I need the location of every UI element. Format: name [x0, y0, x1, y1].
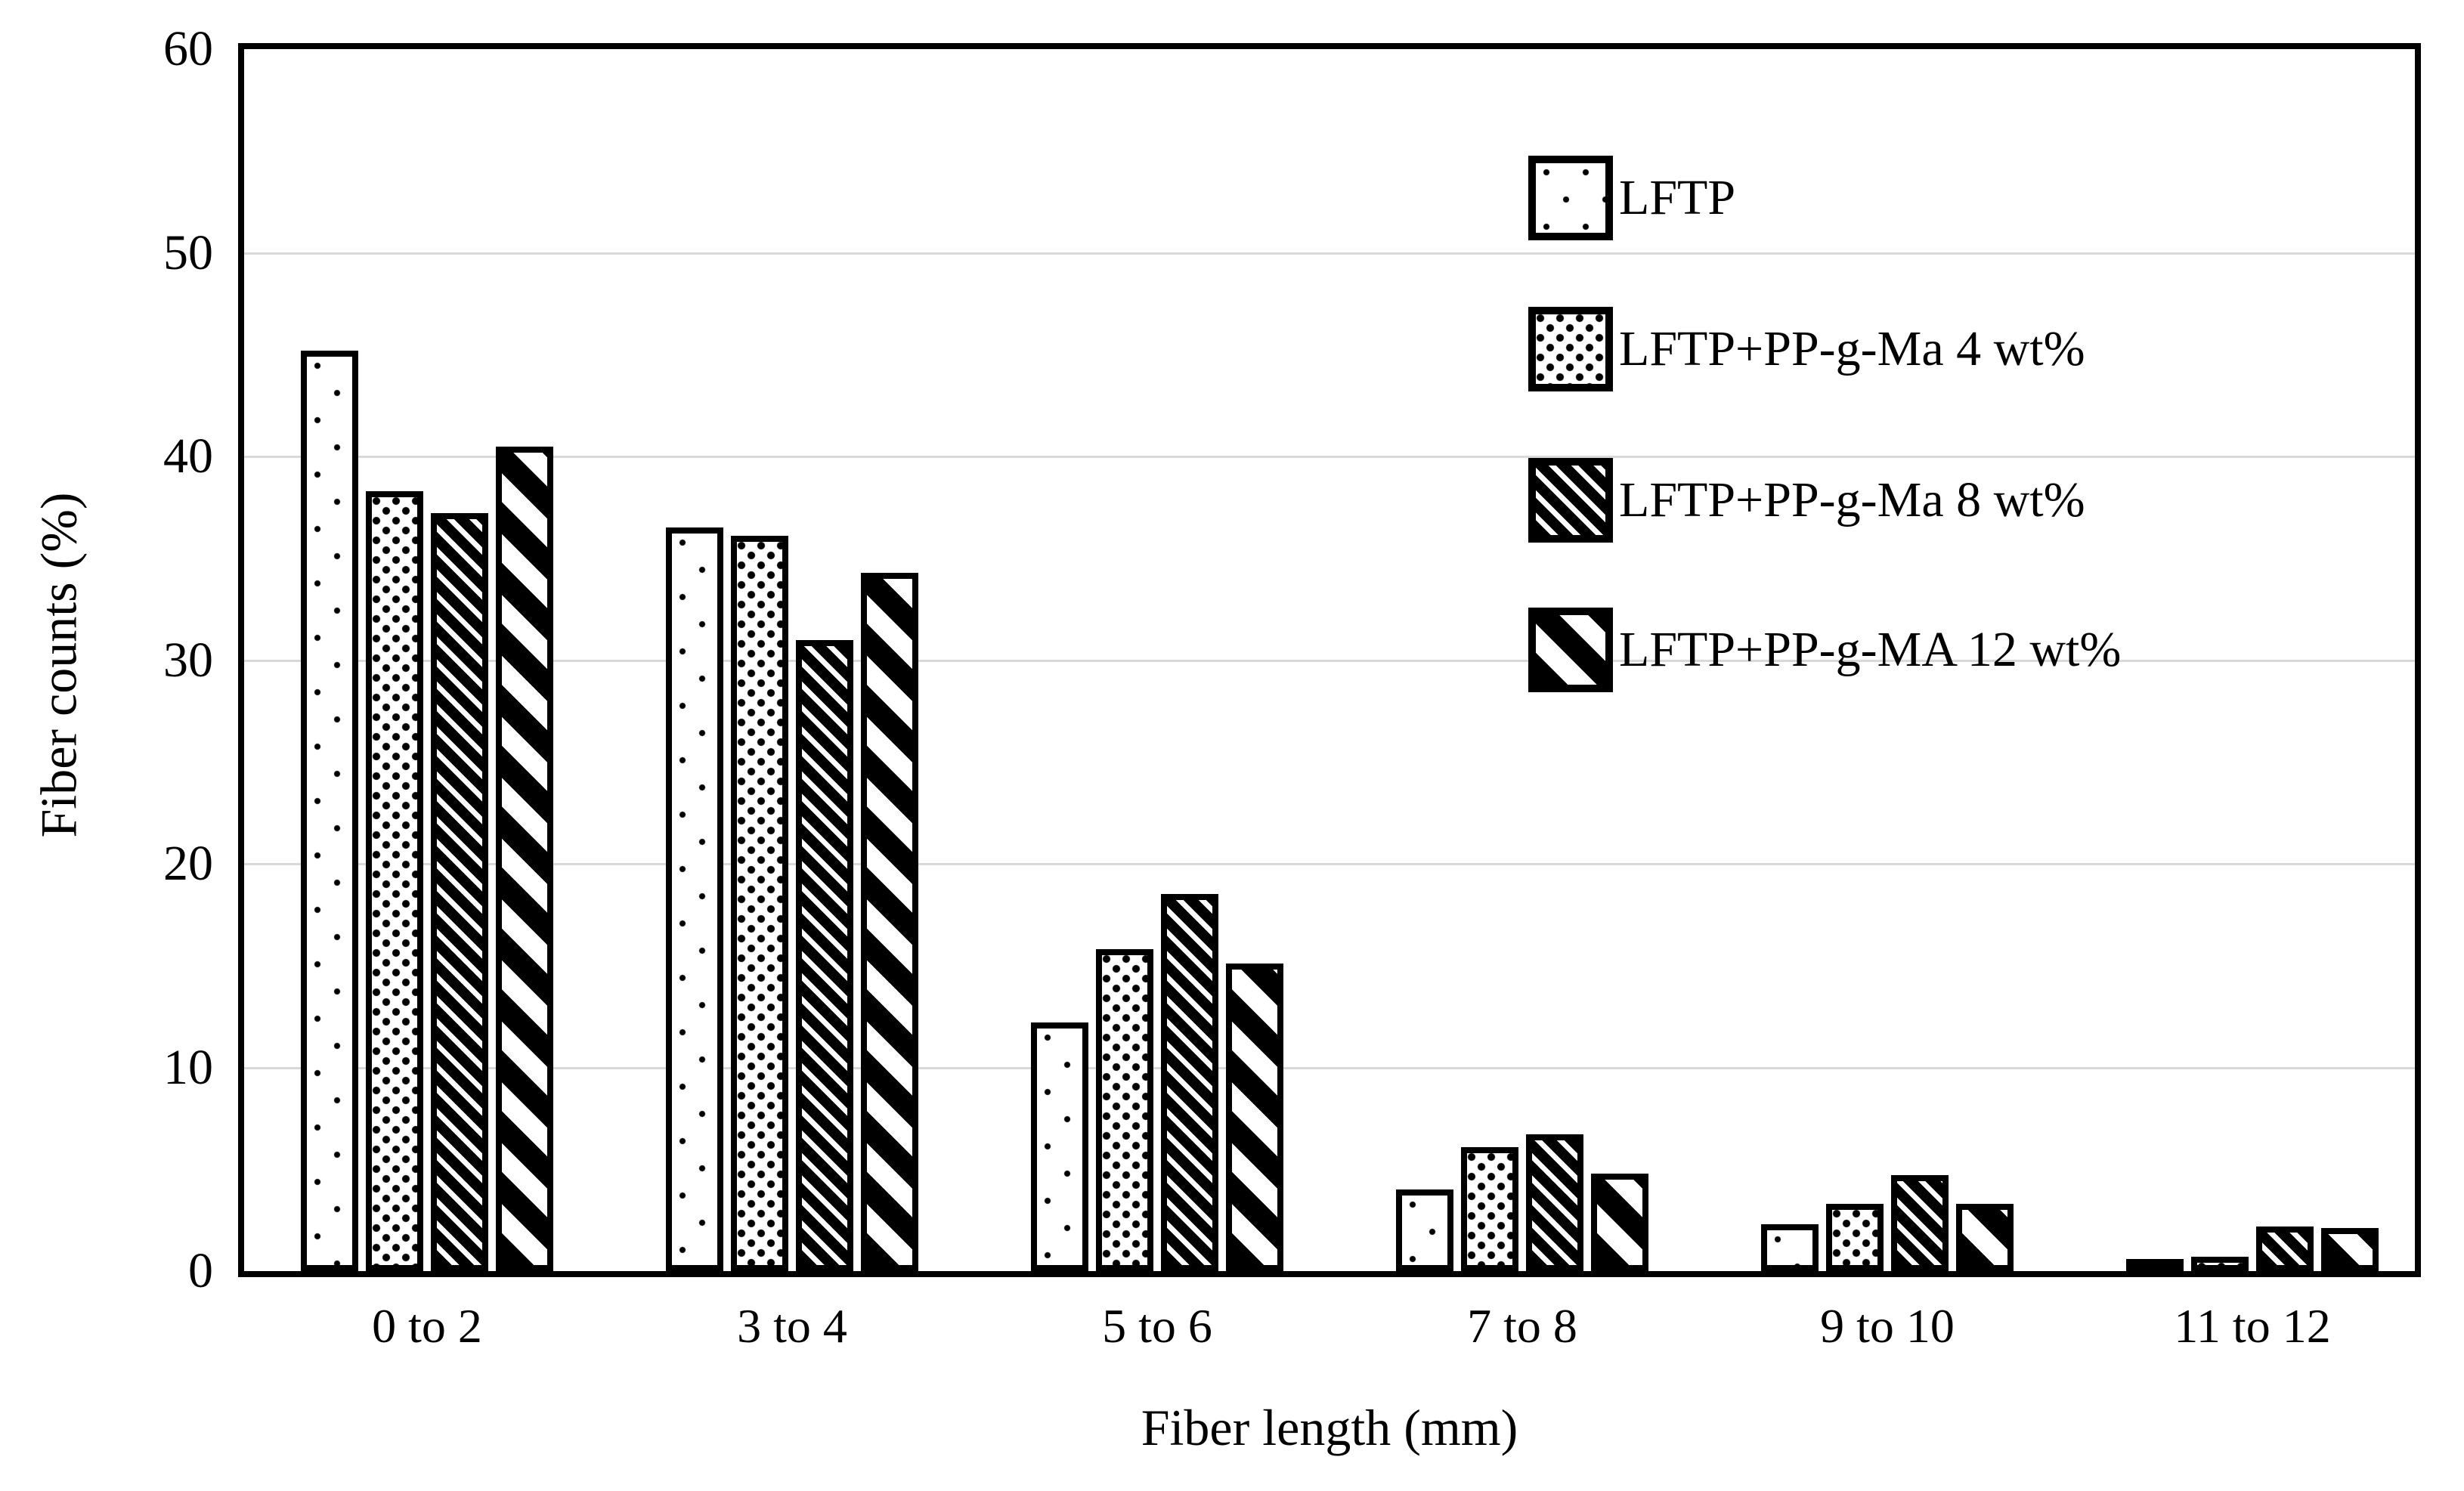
- bar-series2-9-to-10: [1826, 1204, 1884, 1271]
- bar-series3-3-to-4: [796, 640, 853, 1271]
- legend-entry-4: LFTP+PP-g-MA 12 wt%: [1528, 608, 2121, 692]
- y-tick-label-0: 0: [188, 1243, 213, 1298]
- bar-series1-11-to-12: [2126, 1259, 2184, 1271]
- bar-series3-7-to-8: [1526, 1134, 1583, 1271]
- bar-series1-5-to-6: [1031, 1022, 1088, 1271]
- y-tick-label-30: 30: [163, 632, 213, 688]
- bar-series2-3-to-4: [731, 536, 788, 1271]
- bar-series1-9-to-10: [1761, 1224, 1819, 1271]
- bar-series3-5-to-6: [1161, 894, 1218, 1271]
- bar-series4-7-to-8: [1591, 1174, 1648, 1271]
- bar-series2-5-to-6: [1096, 949, 1153, 1271]
- legend-label: LFTP+PP-g-Ma 4 wt%: [1619, 321, 2085, 376]
- x-tick-label-5-to-6: 5 to 6: [1102, 1299, 1212, 1353]
- x-tick-label-11-to-12: 11 to 12: [2174, 1299, 2331, 1353]
- x-tick-label-3-to-4: 3 to 4: [737, 1299, 847, 1353]
- gridline-y-30: [244, 659, 2415, 662]
- bar-series3-9-to-10: [1891, 1175, 1949, 1271]
- legend-label: LFTP+PP-g-Ma 8 wt%: [1619, 472, 2085, 527]
- legend-entry-1: LFTP: [1528, 156, 1735, 240]
- bar-series4-9-to-10: [1956, 1204, 2014, 1271]
- x-tick-label-0-to-2: 0 to 2: [372, 1299, 482, 1353]
- x-tick-label-9-to-10: 9 to 10: [1820, 1299, 1955, 1353]
- gridline-y-40: [244, 456, 2415, 458]
- bar-series2-11-to-12: [2191, 1257, 2249, 1271]
- bar-series3-11-to-12: [2256, 1227, 2314, 1271]
- gridline-y-50: [244, 252, 2415, 255]
- legend-label: LFTP+PP-g-MA 12 wt%: [1619, 622, 2122, 677]
- x-axis-title: Fiber length (mm): [1141, 1399, 1518, 1456]
- y-tick-label-50: 50: [163, 224, 213, 280]
- bar-series1-3-to-4: [666, 527, 723, 1271]
- gridline-y-20: [244, 863, 2415, 865]
- sparse-dot-pattern-swatch-icon: [1528, 156, 1613, 240]
- y-tick-label-40: 40: [163, 428, 213, 484]
- dense-dot-pattern-swatch-icon: [1528, 307, 1613, 391]
- bar-series4-3-to-4: [861, 573, 918, 1271]
- bar-series4-0-to-2: [496, 447, 553, 1271]
- bar-series4-5-to-6: [1226, 964, 1283, 1271]
- x-tick-label-7-to-8: 7 to 8: [1467, 1299, 1577, 1353]
- bar-series3-0-to-2: [431, 513, 488, 1271]
- bar-series2-0-to-2: [366, 491, 423, 1271]
- legend-entry-3: LFTP+PP-g-Ma 8 wt%: [1528, 458, 2085, 543]
- wide-diagonal-stripe-pattern-swatch-icon: [1528, 608, 1613, 692]
- y-tick-label-10: 10: [163, 1039, 213, 1095]
- gridline-y-10: [244, 1066, 2415, 1069]
- legend-label: LFTP: [1619, 170, 1736, 225]
- legend-entry-2: LFTP+PP-g-Ma 4 wt%: [1528, 307, 2085, 391]
- y-tick-label-60: 60: [163, 21, 213, 76]
- thin-diagonal-hatch-pattern-swatch-icon: [1528, 458, 1613, 543]
- bar-series1-0-to-2: [301, 351, 358, 1271]
- bar-series1-7-to-8: [1396, 1189, 1453, 1271]
- y-tick-label-20: 20: [163, 836, 213, 891]
- bar-series4-11-to-12: [2321, 1228, 2379, 1271]
- bar-series2-7-to-8: [1461, 1147, 1518, 1271]
- plot-area: LFTP LFTP+PP-g-Ma 4 wt% LFTP+PP-g-Ma 8 wt%…: [238, 43, 2421, 1277]
